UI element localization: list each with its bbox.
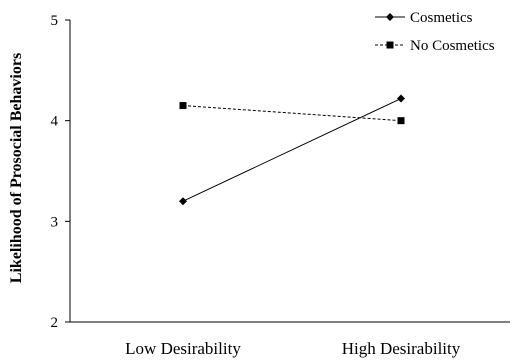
data-point — [179, 102, 187, 110]
plot-series — [179, 94, 405, 206]
x-tick-label: High Desirability — [342, 339, 461, 358]
series-line — [182, 105, 402, 122]
data-point — [386, 13, 394, 21]
y-tick-label: 4 — [51, 114, 59, 130]
legend-item: No Cosmetics — [375, 38, 495, 54]
y-axis-label: Likelihood of Prosocial Behaviors — [8, 53, 25, 283]
legend-label: No Cosmetics — [410, 38, 495, 54]
y-tick-label: 2 — [51, 315, 59, 331]
y-axis: 2 3 4 5 — [51, 13, 71, 331]
y-tick-label: 3 — [51, 214, 59, 230]
legend-item: Cosmetics — [375, 10, 473, 26]
y-ticks: 2 3 4 5 — [51, 13, 70, 331]
x-axis: Low Desirability High Desirability — [70, 321, 510, 358]
legend: Cosmetics No Cosmetics — [375, 10, 495, 54]
series-no-cosmetics — [179, 102, 405, 125]
series-line — [182, 98, 402, 202]
x-tick-label: Low Desirability — [125, 339, 241, 358]
data-point — [179, 197, 187, 206]
data-point — [397, 94, 405, 103]
data-point — [397, 117, 405, 125]
x-tick-labels: Low Desirability High Desirability — [125, 339, 461, 358]
y-tick-label: 5 — [51, 13, 59, 29]
legend-label: Cosmetics — [410, 10, 473, 26]
series-cosmetics — [179, 94, 405, 206]
data-point — [386, 41, 394, 49]
